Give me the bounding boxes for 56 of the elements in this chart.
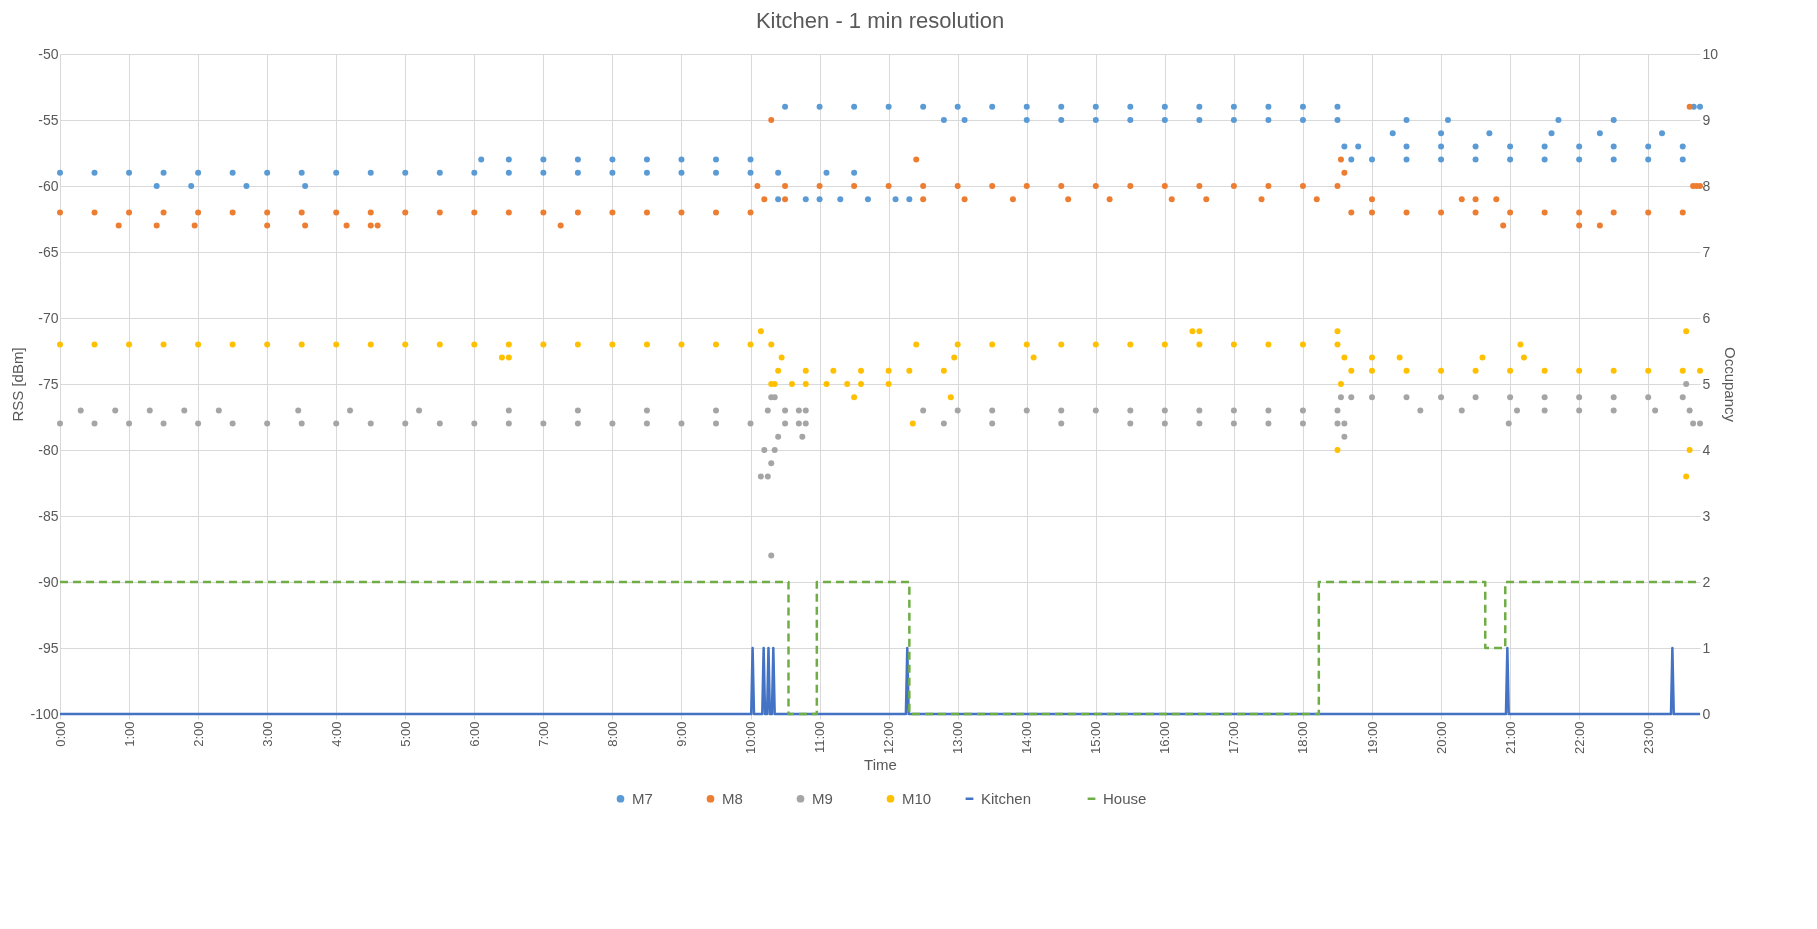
- y2-tick-label: 8: [1702, 177, 1711, 194]
- x-tick-label: 16:00: [1157, 721, 1173, 755]
- y2-axis-title: Occupancy: [1722, 346, 1740, 423]
- y-tick-label: -80: [38, 441, 59, 458]
- y2-tick-label: 7: [1702, 243, 1711, 260]
- legend-label: M9: [812, 789, 833, 807]
- x-tick-label: 17:00: [1226, 721, 1242, 755]
- x-tick-label: 22:00: [1571, 721, 1587, 755]
- x-tick-label: 10:00: [743, 721, 759, 755]
- x-tick-label: 0:00: [52, 721, 68, 747]
- legend-label: M7: [632, 789, 653, 807]
- y-tick-label: -95: [38, 639, 59, 656]
- x-tick-label: 3:00: [259, 721, 275, 747]
- chart-title: Kitchen - 1 min resolution: [755, 8, 1005, 33]
- y2-tick-label: 3: [1702, 507, 1711, 524]
- x-tick-label: 12:00: [881, 721, 897, 755]
- y2-tick-label: 9: [1702, 111, 1711, 128]
- y-axis-title: RSS [dBm]: [9, 347, 27, 422]
- y2-tick-label: 2: [1702, 573, 1711, 590]
- y2-tick-label: 10: [1702, 45, 1719, 62]
- x-tick-label: 18:00: [1295, 721, 1311, 755]
- x-tick-label: 23:00: [1640, 721, 1656, 755]
- y2-tick-label: 0: [1702, 705, 1711, 722]
- x-tick-label: 13:00: [950, 721, 966, 755]
- x-tick-label: 19:00: [1364, 721, 1380, 755]
- y-tick-label: -55: [38, 111, 59, 128]
- y-tick-label: -65: [38, 243, 59, 260]
- legend-label: M8: [722, 789, 743, 807]
- x-tick-label: 11:00: [812, 721, 828, 754]
- x-tick-label: 1:00: [121, 721, 137, 747]
- y-tick-label: -100: [30, 705, 59, 722]
- y-tick-label: -50: [38, 45, 59, 62]
- x-tick-label: 6:00: [466, 721, 482, 747]
- x-tick-label: 21:00: [1502, 721, 1518, 755]
- x-tick-label: 2:00: [190, 721, 206, 747]
- y-tick-label: -90: [38, 573, 59, 590]
- x-tick-label: 15:00: [1088, 721, 1104, 755]
- x-tick-label: 4:00: [328, 721, 344, 747]
- y-tick-label: -75: [38, 375, 59, 392]
- x-tick-label: 9:00: [673, 721, 689, 747]
- x-tick-label: 5:00: [397, 721, 413, 747]
- legend-label: M10: [902, 789, 932, 807]
- y-tick-label: -85: [38, 507, 59, 524]
- y2-tick-label: 4: [1702, 441, 1711, 458]
- y2-tick-label: 6: [1702, 309, 1711, 326]
- legend-label: House: [1103, 789, 1147, 807]
- x-tick-label: 14:00: [1019, 721, 1035, 755]
- y-tick-label: -70: [38, 309, 59, 326]
- y2-tick-label: 1: [1702, 639, 1711, 656]
- y-tick-label: -60: [38, 177, 59, 194]
- y2-tick-label: 5: [1702, 375, 1711, 392]
- x-tick-label: 8:00: [604, 721, 620, 747]
- x-tick-label: 20:00: [1433, 721, 1449, 755]
- legend-label: Kitchen: [981, 789, 1032, 807]
- x-tick-label: 7:00: [535, 721, 551, 747]
- x-axis-title: Time: [864, 756, 897, 774]
